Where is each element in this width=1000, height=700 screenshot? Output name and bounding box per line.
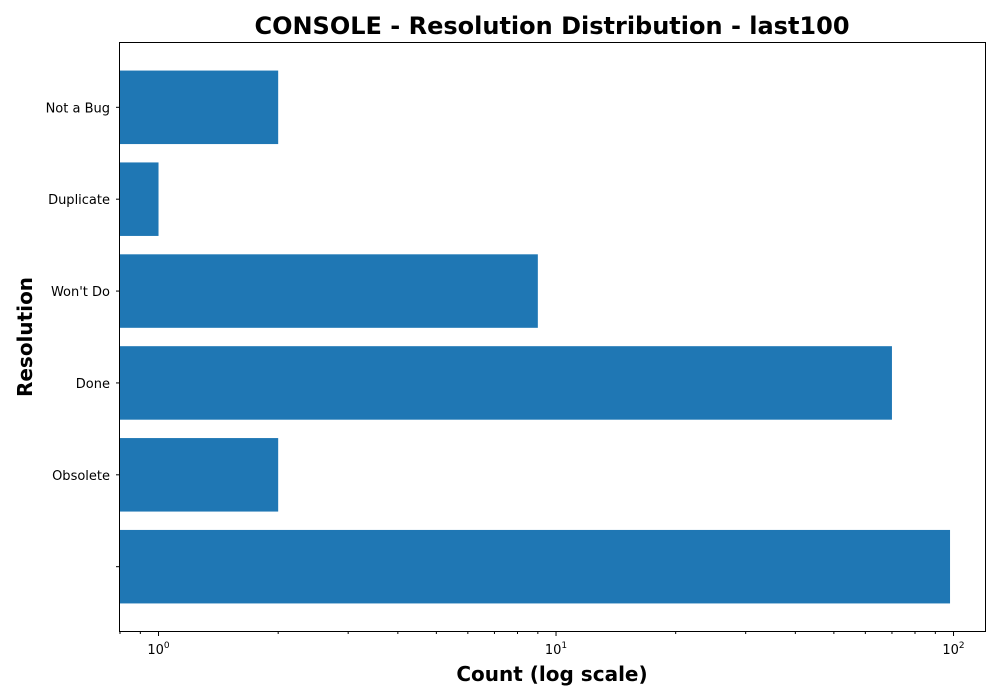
- y-axis-label: Resolution: [13, 277, 37, 397]
- bar-duplicate: [120, 162, 159, 236]
- x-axis-label: Count (log scale): [456, 662, 647, 686]
- y-tick-label: Obsolete: [52, 469, 110, 484]
- bar-not-a-bug: [120, 70, 279, 145]
- y-tick-label: Done: [76, 377, 110, 392]
- x-axis: 100 101 102: [119, 631, 965, 658]
- bar-unlabeled: [120, 529, 951, 604]
- y-axis: Not a Bug Duplicate Won't Do Done Obsolete: [46, 101, 120, 568]
- bar-done: [120, 346, 892, 420]
- y-tick-label: Duplicate: [48, 193, 110, 208]
- bar-won-t-do: [120, 254, 538, 328]
- plot-frame: [119, 42, 986, 632]
- chart-title: CONSOLE - Resolution Distribution - last…: [254, 12, 849, 40]
- x-tick-label: 101: [545, 641, 567, 658]
- x-tick-label: 102: [942, 641, 964, 658]
- bars-layer: [120, 70, 951, 604]
- x-tick-label: 100: [147, 641, 170, 658]
- y-tick-label: Won't Do: [51, 285, 110, 300]
- y-tick-label: Not a Bug: [46, 101, 110, 116]
- bar-obsolete: [120, 438, 279, 512]
